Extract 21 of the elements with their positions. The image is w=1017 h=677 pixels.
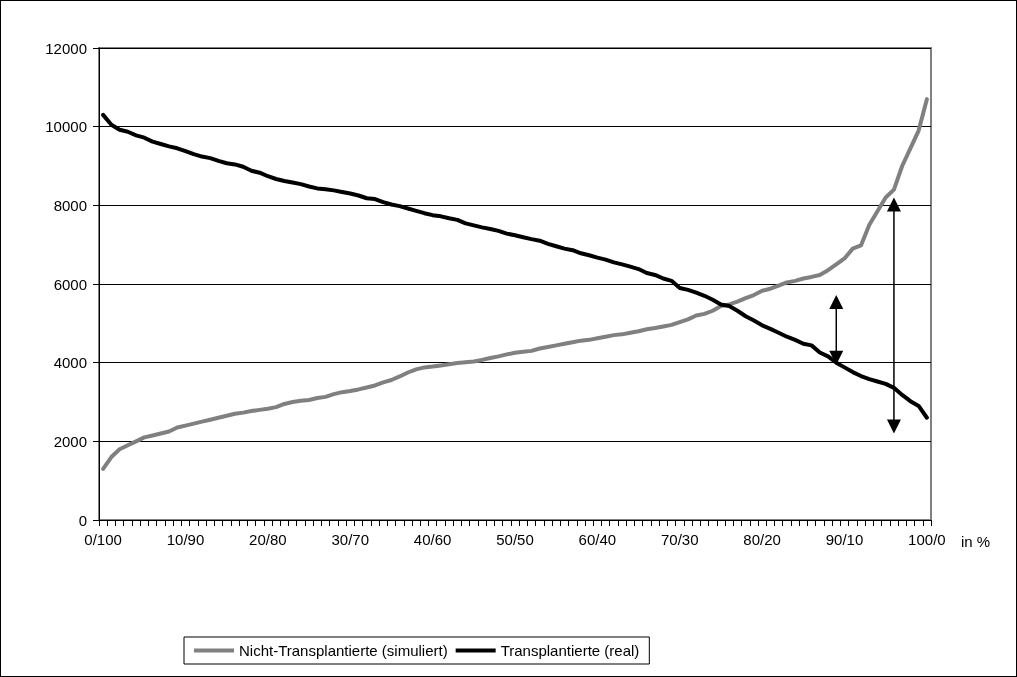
y-tick-label: 2000 [53,432,87,450]
x-tick-label: 80/20 [743,531,781,548]
y-tick-label: 4000 [53,354,87,372]
legend-label: Nicht-Transplantierte (simuliert) [239,642,448,659]
y-tick-label: 6000 [53,275,87,293]
y-tick-label: 8000 [53,196,87,214]
x-tick-label: 50/50 [496,531,534,548]
legend-label: Transplantierte (real) [500,642,640,659]
x-axis-title: in % [961,533,991,550]
x-tick-label: 70/30 [660,531,699,548]
x-tick-label: 100/0 [908,531,946,548]
x-tick-label: 20/80 [249,531,287,548]
x-tick-label: 0/100 [84,531,122,548]
y-tick-label: 12000 [45,39,87,57]
y-tick-label: 0 [78,511,87,529]
x-tick-label: 40/60 [413,531,452,548]
x-tick-label: 10/90 [166,531,205,548]
x-tick-label: 60/40 [578,531,617,548]
x-tick-label: 90/10 [825,531,864,548]
x-tick-label: 30/70 [331,531,370,548]
y-tick-label: 10000 [45,118,87,136]
